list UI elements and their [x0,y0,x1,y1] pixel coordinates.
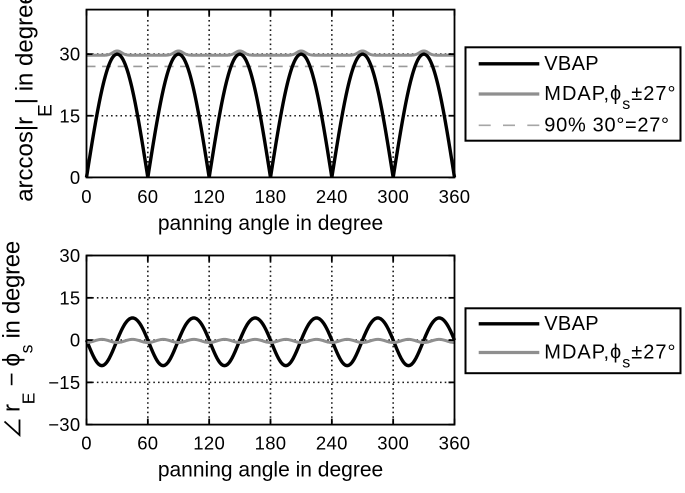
svg-text:360: 360 [439,186,471,207]
svg-text:240: 240 [316,433,348,454]
svg-text:30: 30 [59,245,80,266]
svg-text:0: 0 [70,167,81,188]
svg-text:panning angle in degree: panning angle in degree [158,459,383,482]
svg-text:180: 180 [255,433,287,454]
svg-text:180: 180 [255,186,287,207]
svg-text:60: 60 [137,433,158,454]
svg-text:−15: −15 [48,372,80,393]
svg-text:VBAP: VBAP [544,53,599,75]
svg-text:15: 15 [59,105,80,126]
svg-text:VBAP: VBAP [544,313,599,335]
svg-text:300: 300 [377,186,409,207]
svg-text:120: 120 [193,186,225,207]
svg-text:90% 30°=27°: 90% 30°=27° [544,114,669,136]
svg-text:360: 360 [439,433,471,454]
svg-text:0: 0 [81,433,92,454]
svg-text:240: 240 [316,186,348,207]
svg-text:panning angle in degree: panning angle in degree [158,212,383,235]
svg-text:30: 30 [59,44,80,65]
svg-text:−30: −30 [48,414,80,435]
svg-text:15: 15 [59,287,80,308]
svg-text:0: 0 [81,186,92,207]
svg-text:0: 0 [70,330,81,351]
svg-text:120: 120 [193,433,225,454]
svg-text:300: 300 [377,433,409,454]
svg-text:60: 60 [137,186,158,207]
